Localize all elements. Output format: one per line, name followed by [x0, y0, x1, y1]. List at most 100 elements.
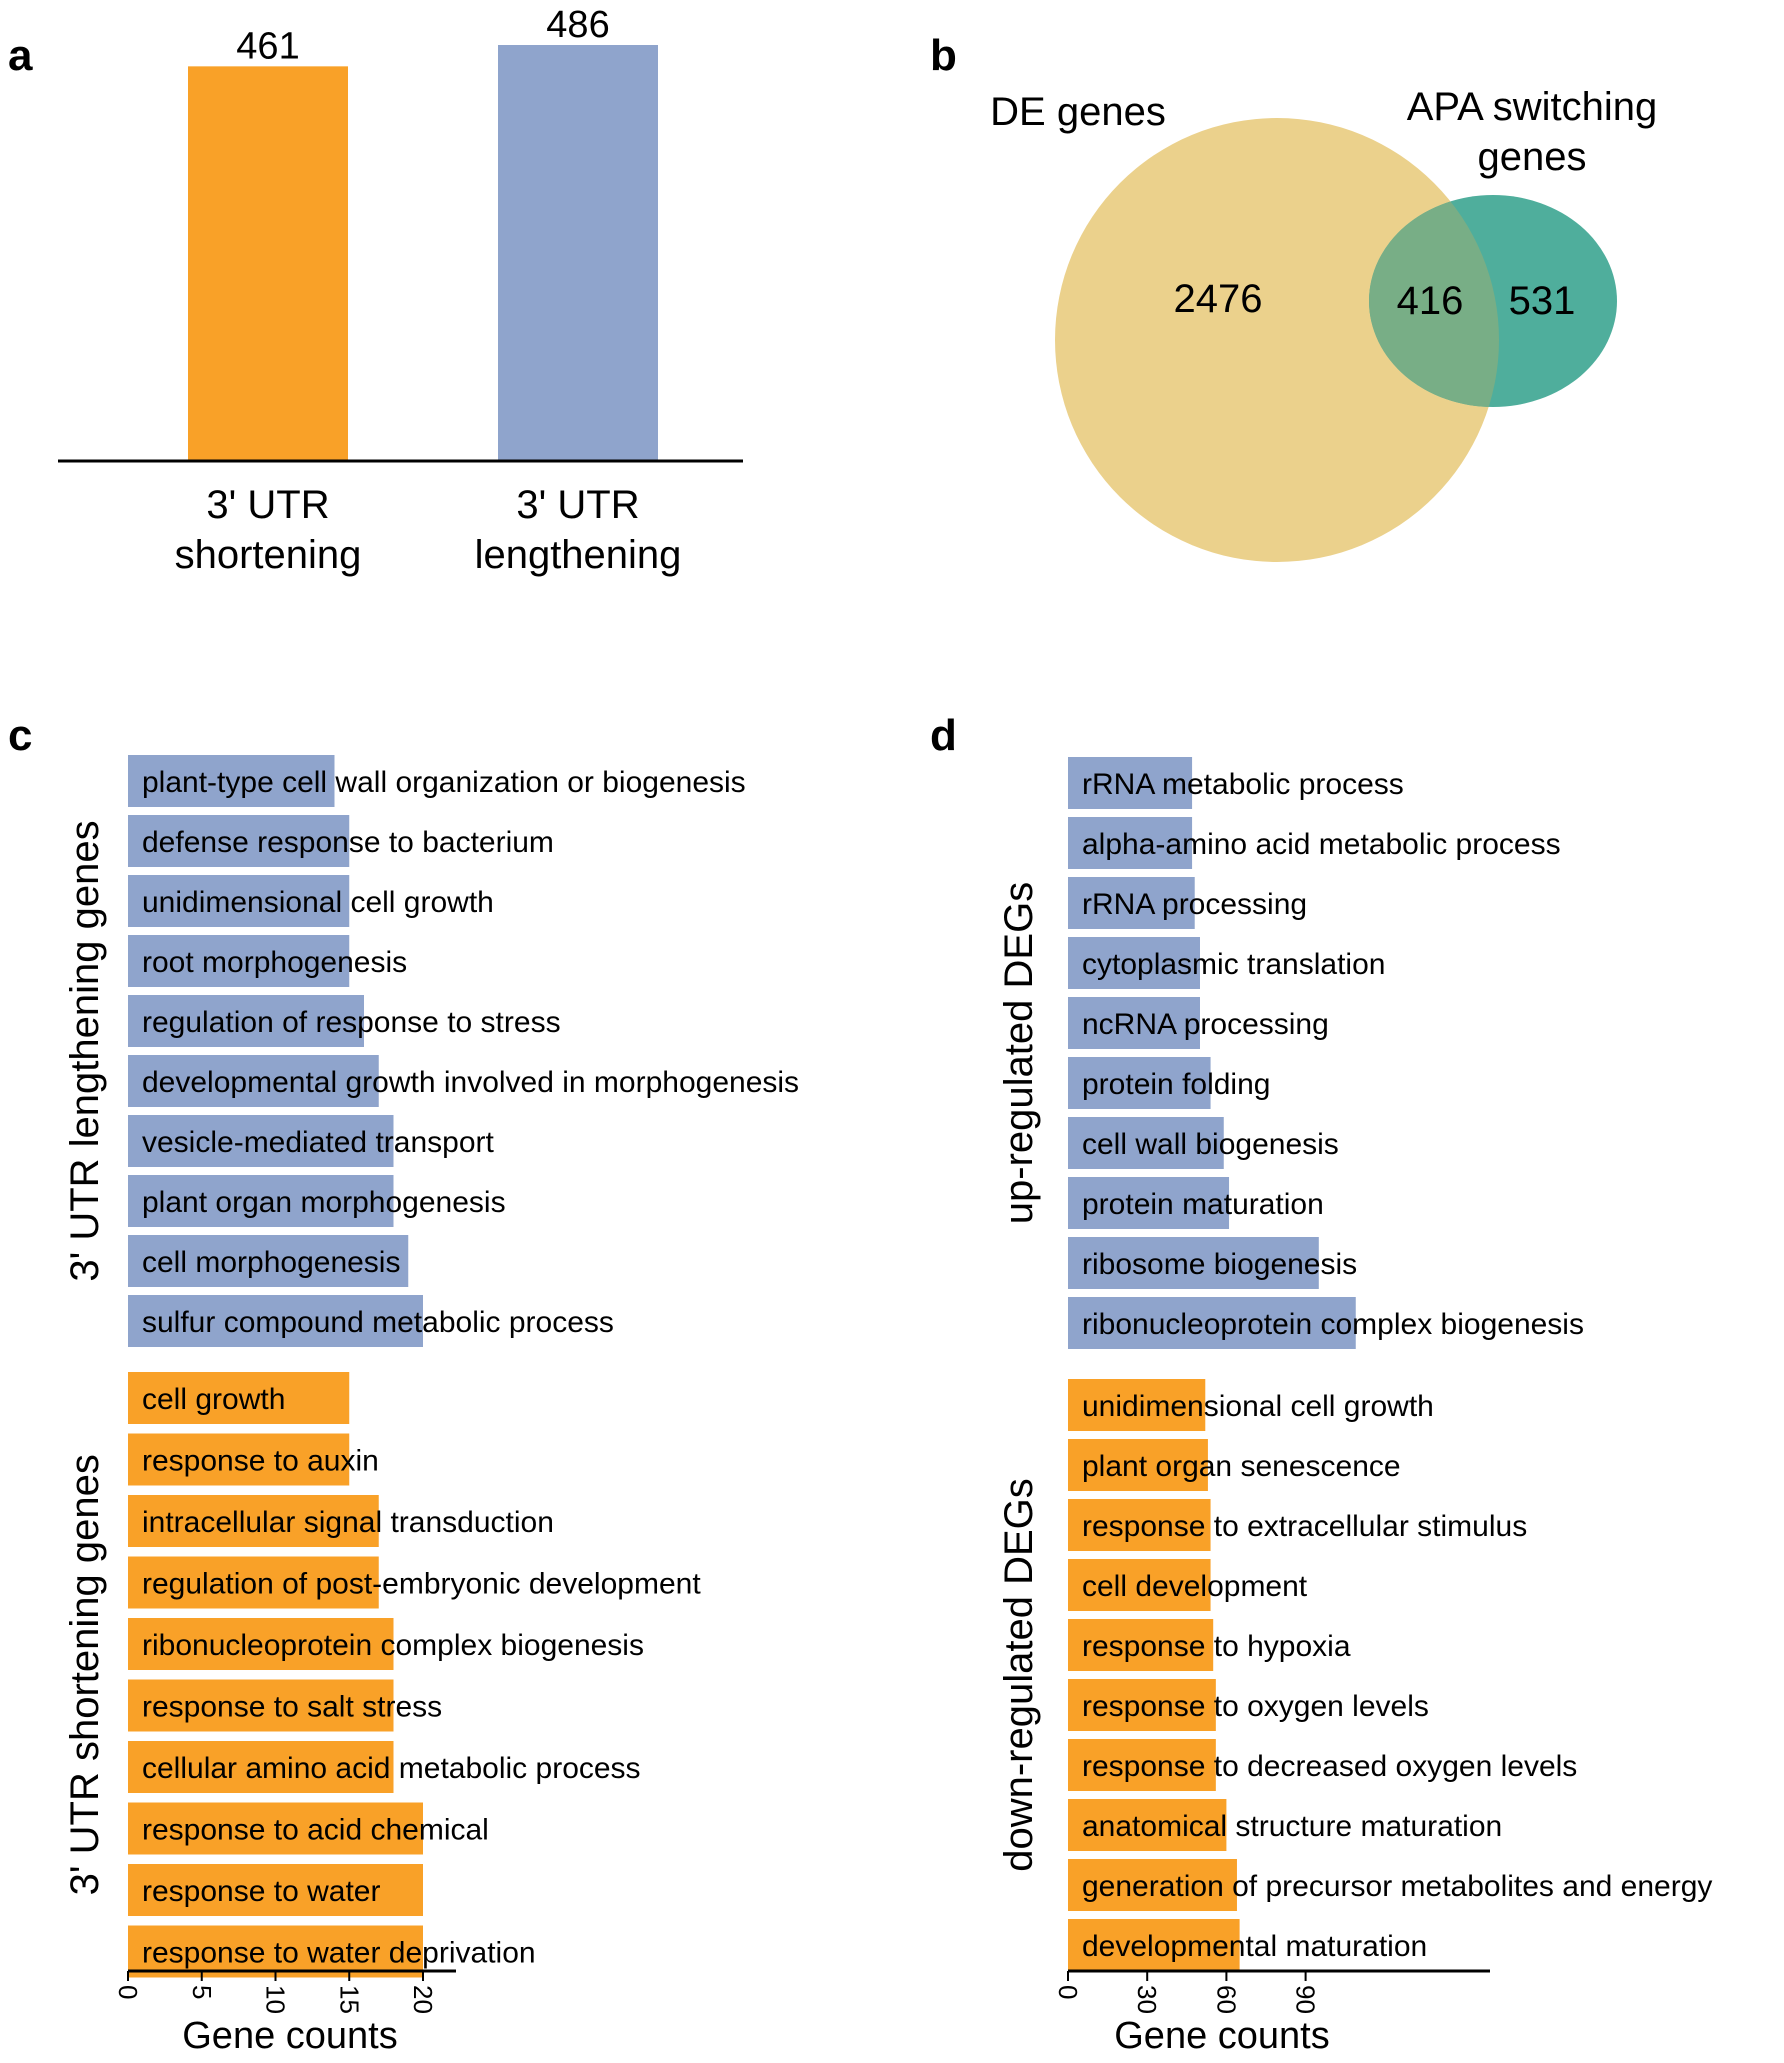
c-x-axis-label: Gene counts	[182, 2015, 397, 2057]
d-group-label-0: up-regulated DEGs	[997, 882, 1041, 1224]
c-term-0-4: regulation of response to stress	[142, 1006, 561, 1039]
d-term-0-9: ribonucleoprotein complex biogenesis	[1082, 1308, 1584, 1341]
panel-label-c: c	[8, 711, 32, 760]
bar-a-category-line1-0: 3' UTR	[206, 483, 329, 527]
venn-left-only-count: 2476	[1174, 277, 1263, 321]
c-term-0-8: cell morphogenesis	[142, 1246, 400, 1279]
c-term-1-9: response to water deprivation	[142, 1937, 536, 1970]
d-term-1-1: plant organ senescence	[1082, 1450, 1401, 1483]
bar-a-category-line1-1: 3' UTR	[516, 483, 639, 527]
c-bar-1-9	[128, 1925, 423, 1978]
c-term-0-1: defense response to bacterium	[142, 826, 554, 859]
d-bar-0-4	[1068, 997, 1200, 1049]
c-bar-1-5	[128, 1679, 394, 1732]
bar-a-category-line2-1: lengthening	[475, 533, 682, 577]
d-tick-label-0: 0	[1053, 1985, 1083, 1999]
go-bar-chart-c: plant-type cell wall organization or bio…	[63, 755, 799, 2057]
d-bar-0-3	[1068, 937, 1200, 989]
c-bar-0-7	[128, 1175, 394, 1227]
d-term-1-0: unidimensional cell growth	[1082, 1390, 1434, 1423]
venn-right-label-line2: genes	[1478, 135, 1587, 179]
c-tick-label-3: 15	[334, 1985, 364, 2014]
c-term-1-3: regulation of post-embryonic development	[142, 1568, 701, 1601]
d-bar-0-8	[1068, 1237, 1319, 1289]
c-tick-label-4: 20	[408, 1985, 438, 2014]
c-term-1-4: ribonucleoprotein complex biogenesis	[142, 1629, 644, 1662]
venn-right-label-line1: APA switching	[1407, 85, 1658, 129]
go-bar-chart-d: rRNA metabolic process alpha-amino acid m…	[997, 757, 1712, 2057]
c-bar-0-3	[128, 935, 350, 987]
d-term-0-3: cytoplasmic translation	[1082, 948, 1385, 981]
venn-left-label: DE genes	[990, 90, 1166, 134]
d-bar-1-5	[1068, 1679, 1216, 1731]
d-bar-0-9	[1068, 1297, 1356, 1349]
d-term-1-3: cell development	[1082, 1570, 1308, 1603]
c-term-0-6: vesicle-mediated transport	[142, 1126, 494, 1159]
d-bar-1-0	[1068, 1379, 1206, 1431]
d-term-1-5: response to oxygen levels	[1082, 1690, 1429, 1723]
d-term-1-9: developmental maturation	[1082, 1930, 1427, 1963]
d-bar-0-0	[1068, 757, 1193, 809]
bar-a-category-line2-0: shortening	[175, 533, 362, 577]
venn-overlap-count: 416	[1397, 279, 1464, 323]
d-term-1-8: generation of precursor metabolites and …	[1082, 1870, 1712, 1903]
d-term-1-6: response to decreased oxygen levels	[1082, 1750, 1577, 1783]
c-bar-1-8	[128, 1864, 423, 1916]
c-term-0-5: developmental growth involved in morphog…	[142, 1066, 799, 1099]
bar-a-value-label-1: 486	[546, 4, 609, 46]
c-bar-1-7	[128, 1802, 423, 1855]
d-group-label-1: down-regulated DEGs	[997, 1478, 1041, 1872]
c-term-0-3: root morphogenesis	[142, 946, 407, 979]
c-bar-0-5	[128, 1055, 379, 1107]
c-bar-0-6	[128, 1115, 394, 1167]
c-term-1-2: intracellular signal transduction	[142, 1506, 554, 1539]
d-bar-0-5	[1068, 1057, 1211, 1109]
c-term-1-8: response to water	[142, 1875, 380, 1908]
c-tick-label-1: 5	[187, 1985, 217, 1999]
c-group-label-0: 3' UTR lengthening genes	[63, 820, 107, 1281]
d-term-0-1: alpha-amino acid metabolic process	[1082, 828, 1561, 861]
bar-a-value-label-0: 461	[236, 25, 299, 67]
d-bar-1-2	[1068, 1499, 1211, 1551]
d-bar-1-3	[1068, 1559, 1211, 1611]
d-tick-label-2: 60	[1211, 1985, 1241, 2014]
c-term-0-2: unidimensional cell growth	[142, 886, 494, 919]
d-term-0-5: protein folding	[1082, 1068, 1270, 1101]
d-bar-0-1	[1068, 817, 1193, 869]
venn-overlap-region	[1369, 195, 1499, 407]
d-term-0-2: rRNA processing	[1082, 888, 1307, 921]
c-tick-label-2: 10	[261, 1985, 291, 2014]
c-bar-1-0	[128, 1372, 350, 1424]
c-bar-0-2	[128, 875, 350, 927]
venn-diagram: DE genes APA switching genes 2476 416 53…	[990, 85, 1657, 562]
d-bar-1-1	[1068, 1439, 1208, 1491]
c-term-0-9: sulfur compound metabolic process	[142, 1306, 614, 1339]
d-term-0-6: cell wall biogenesis	[1082, 1128, 1339, 1161]
c-term-1-6: cellular amino acid metabolic process	[142, 1752, 641, 1785]
panel-label-a: a	[8, 31, 33, 80]
d-term-0-4: ncRNA processing	[1082, 1008, 1329, 1041]
d-bar-0-7	[1068, 1177, 1230, 1229]
d-x-axis-label: Gene counts	[1114, 2015, 1329, 2057]
d-bar-1-9	[1068, 1919, 1240, 1971]
c-bar-1-3	[128, 1556, 379, 1609]
c-bar-1-1	[128, 1433, 350, 1486]
c-bar-0-4	[128, 995, 364, 1047]
d-bar-1-4	[1068, 1619, 1214, 1671]
venn-right-only-count: 531	[1509, 279, 1576, 323]
d-term-0-8: ribosome biogenesis	[1082, 1248, 1357, 1281]
c-bar-0-9	[128, 1295, 423, 1347]
d-tick-label-1: 30	[1132, 1985, 1162, 2014]
c-tick-label-0: 0	[113, 1985, 143, 1999]
c-term-1-7: response to acid chemical	[142, 1814, 489, 1847]
d-term-0-7: protein maturation	[1082, 1188, 1324, 1221]
panel-label-d: d	[930, 711, 957, 760]
c-bar-1-2	[128, 1495, 379, 1547]
c-term-1-1: response to auxin	[142, 1445, 379, 1478]
c-bar-0-0	[128, 755, 335, 807]
bar-chart-a: 461 3' UTR shortening 486 3' UTR lengthening	[58, 4, 743, 577]
c-term-1-0: cell growth	[142, 1383, 285, 1416]
c-bar-0-8	[128, 1235, 409, 1287]
d-term-1-7: anatomical structure maturation	[1082, 1810, 1502, 1843]
d-term-1-2: response to extracellular stimulus	[1082, 1510, 1527, 1543]
